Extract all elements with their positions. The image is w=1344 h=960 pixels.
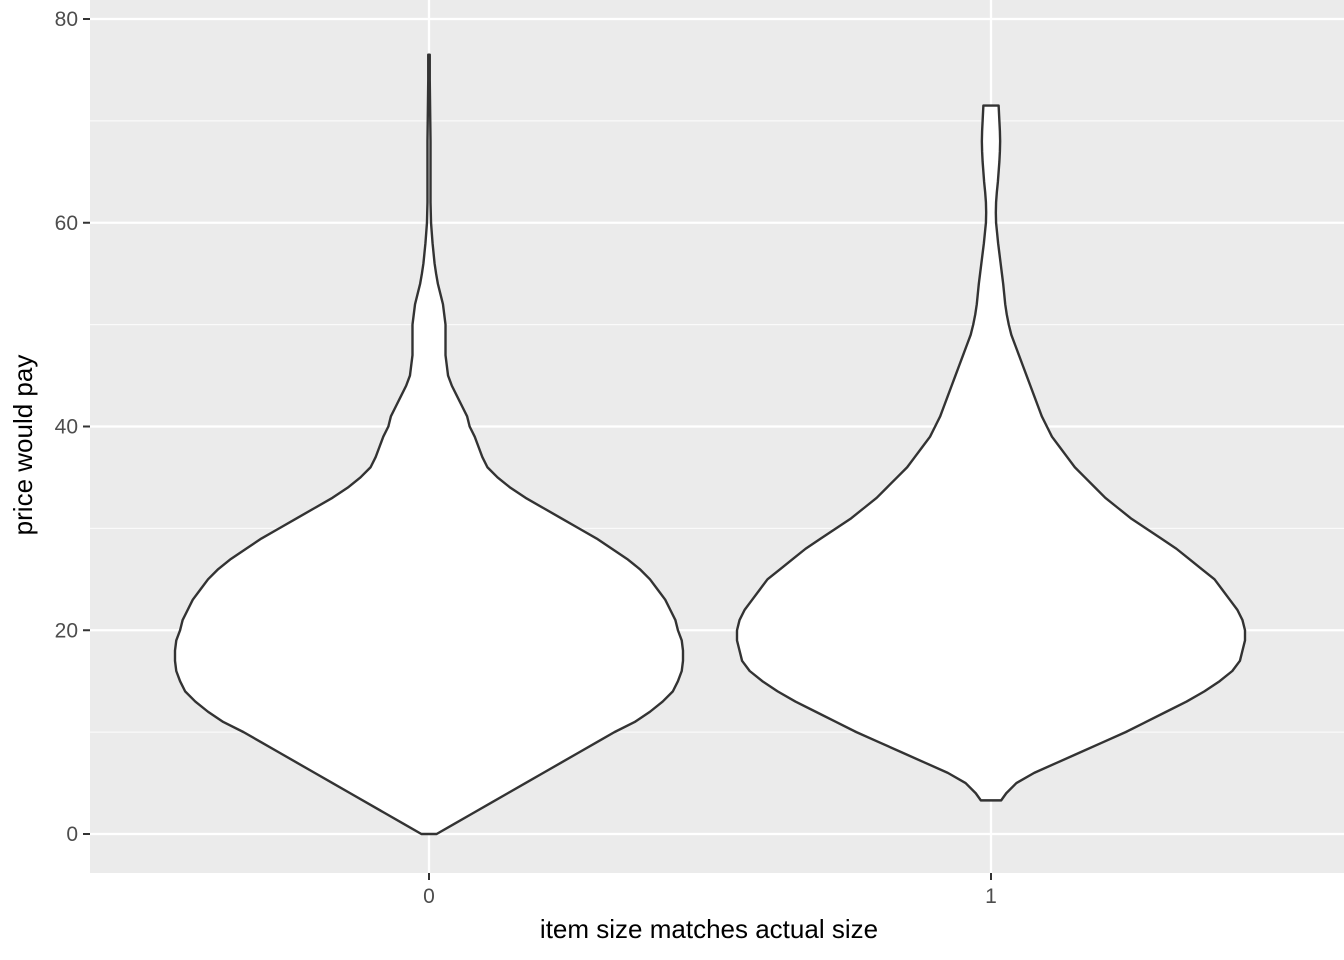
x-tick-label: 0	[423, 885, 435, 908]
x-axis-title: item size matches actual size	[540, 914, 878, 944]
y-axis-title: price would pay	[8, 355, 38, 536]
y-tick-label: 40	[55, 416, 78, 439]
violin-0	[173, 53, 685, 836]
x-tick-label: 1	[985, 885, 997, 908]
violin-1	[735, 104, 1247, 802]
axis-layer: 0 20 40 60 80 0 1	[55, 8, 997, 908]
violin-layer	[173, 53, 1247, 836]
y-tick-label: 0	[66, 823, 78, 846]
y-tick-label: 80	[55, 8, 78, 31]
y-tick-label: 20	[55, 619, 78, 642]
y-tick-label: 60	[55, 212, 78, 235]
